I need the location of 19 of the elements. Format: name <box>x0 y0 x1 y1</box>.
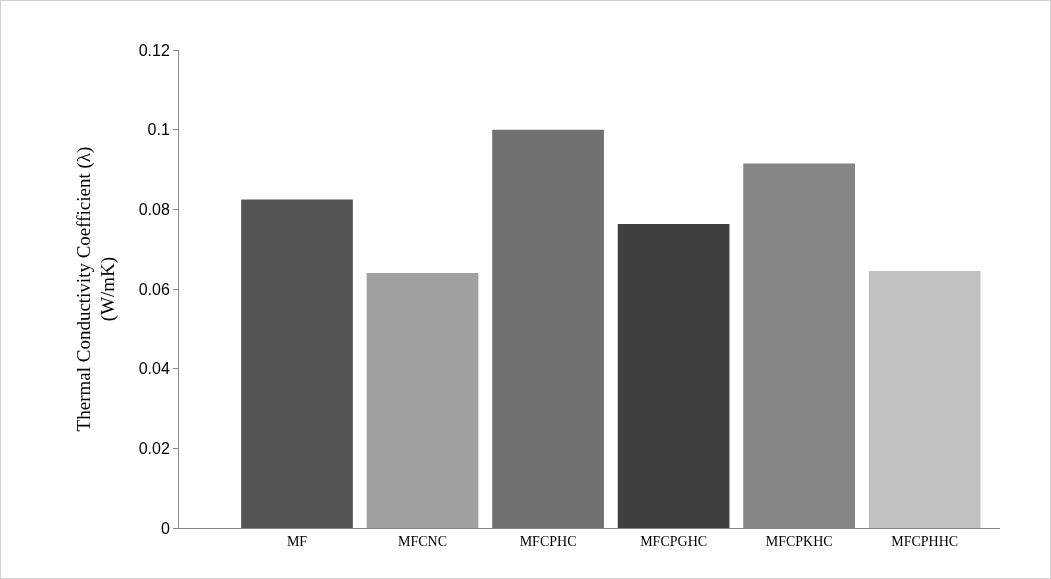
x-tick-label: MFCPHC <box>519 533 577 549</box>
x-tick-label: MFCPGHC <box>640 533 708 549</box>
bar <box>868 271 981 528</box>
y-tick-label: 0.04 <box>138 360 170 378</box>
bar <box>366 273 479 528</box>
y-tick-label: 0.1 <box>147 121 170 139</box>
y-tick-label: 0.08 <box>138 200 170 218</box>
x-tick-label: MFCNC <box>398 533 448 549</box>
y-tick-label: 0.12 <box>138 41 170 59</box>
y-tick-label: 0.02 <box>138 439 170 457</box>
x-tick-label: MFCPHHC <box>891 533 959 549</box>
bar <box>492 129 604 528</box>
bar <box>617 224 730 528</box>
bar <box>241 199 353 528</box>
y-axis-title: Thermal Conductivity Coefficient (λ) (W/mK) <box>72 146 120 432</box>
y-tick-label: 0.06 <box>138 280 170 298</box>
x-tick-label: MFCPKHC <box>765 533 833 549</box>
y-tick-label: 0 <box>160 519 170 537</box>
x-tick-label: MF <box>286 533 308 549</box>
